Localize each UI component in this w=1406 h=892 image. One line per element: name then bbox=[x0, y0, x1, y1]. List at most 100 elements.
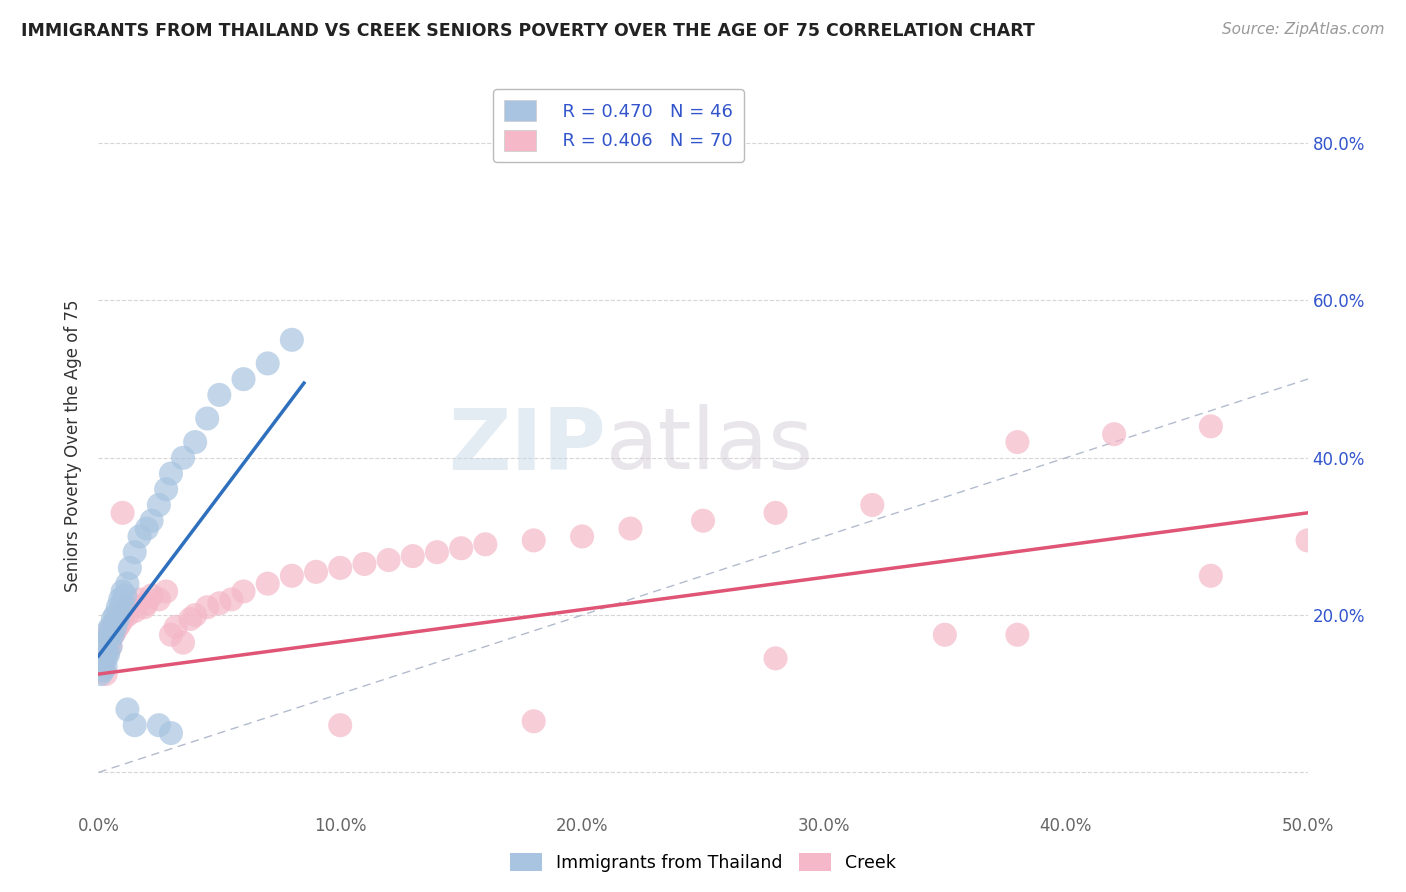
Point bbox=[184, 608, 207, 623]
Text: Source: ZipAtlas.com: Source: ZipAtlas.com bbox=[1222, 22, 1385, 37]
Point bbox=[90, 655, 112, 669]
Point bbox=[100, 628, 122, 642]
Point bbox=[160, 628, 183, 642]
Point bbox=[1007, 435, 1029, 450]
Point bbox=[91, 655, 114, 669]
Point bbox=[232, 372, 254, 386]
Point bbox=[232, 584, 254, 599]
Point bbox=[135, 596, 157, 610]
Legend:   R = 0.470   N = 46,   R = 0.406   N = 70: R = 0.470 N = 46, R = 0.406 N = 70 bbox=[494, 89, 744, 161]
Point bbox=[523, 714, 546, 729]
Point bbox=[91, 659, 114, 673]
Text: IMMIGRANTS FROM THAILAND VS CREEK SENIORS POVERTY OVER THE AGE OF 75 CORRELATION: IMMIGRANTS FROM THAILAND VS CREEK SENIOR… bbox=[21, 22, 1035, 40]
Point bbox=[765, 506, 787, 520]
Point bbox=[117, 702, 139, 716]
Point bbox=[97, 624, 120, 638]
Point bbox=[111, 596, 134, 610]
Point bbox=[108, 604, 131, 618]
Point bbox=[108, 615, 131, 630]
Point bbox=[101, 620, 124, 634]
Point bbox=[619, 522, 641, 536]
Point bbox=[426, 545, 449, 559]
Point bbox=[281, 568, 304, 582]
Point bbox=[104, 608, 127, 623]
Point bbox=[141, 514, 163, 528]
Point bbox=[353, 557, 375, 571]
Point bbox=[91, 663, 114, 677]
Point bbox=[765, 651, 787, 665]
Point bbox=[305, 565, 328, 579]
Point bbox=[97, 628, 120, 642]
Point bbox=[90, 651, 112, 665]
Point bbox=[91, 643, 114, 657]
Point bbox=[118, 596, 141, 610]
Point bbox=[107, 612, 129, 626]
Point bbox=[124, 545, 146, 559]
Point bbox=[1296, 533, 1319, 548]
Point bbox=[155, 584, 177, 599]
Point bbox=[184, 435, 207, 450]
Point bbox=[97, 648, 120, 662]
Y-axis label: Seniors Poverty Over the Age of 75: Seniors Poverty Over the Age of 75 bbox=[65, 300, 83, 592]
Text: ZIP: ZIP bbox=[449, 404, 606, 488]
Point bbox=[172, 635, 194, 649]
Point bbox=[124, 604, 146, 618]
Point bbox=[329, 718, 352, 732]
Point bbox=[256, 576, 278, 591]
Point bbox=[108, 592, 131, 607]
Point bbox=[160, 726, 183, 740]
Point bbox=[128, 592, 150, 607]
Point bbox=[111, 506, 134, 520]
Point bbox=[118, 561, 141, 575]
Point bbox=[148, 498, 170, 512]
Point bbox=[256, 356, 278, 370]
Point bbox=[281, 333, 304, 347]
Point bbox=[571, 529, 593, 543]
Point bbox=[94, 640, 117, 654]
Point bbox=[111, 584, 134, 599]
Point bbox=[1199, 419, 1222, 434]
Legend: Immigrants from Thailand, Creek: Immigrants from Thailand, Creek bbox=[503, 847, 903, 879]
Point bbox=[377, 553, 399, 567]
Point bbox=[402, 549, 425, 563]
Point bbox=[107, 620, 129, 634]
Point bbox=[94, 643, 117, 657]
Point bbox=[1007, 628, 1029, 642]
Point bbox=[155, 482, 177, 496]
Point bbox=[90, 663, 112, 677]
Point bbox=[208, 388, 231, 402]
Point bbox=[692, 514, 714, 528]
Point bbox=[97, 632, 120, 646]
Point bbox=[148, 592, 170, 607]
Point bbox=[114, 589, 136, 603]
Point bbox=[94, 648, 117, 662]
Point bbox=[1199, 568, 1222, 582]
Point bbox=[117, 608, 139, 623]
Point bbox=[135, 522, 157, 536]
Point bbox=[100, 624, 122, 638]
Point bbox=[195, 600, 218, 615]
Point bbox=[134, 600, 156, 615]
Point bbox=[90, 667, 112, 681]
Point bbox=[474, 537, 496, 551]
Point bbox=[124, 718, 146, 732]
Point bbox=[107, 600, 129, 615]
Point bbox=[94, 635, 117, 649]
Point bbox=[97, 635, 120, 649]
Point bbox=[141, 589, 163, 603]
Point bbox=[329, 561, 352, 575]
Point bbox=[165, 620, 187, 634]
Point bbox=[101, 612, 124, 626]
Point bbox=[100, 640, 122, 654]
Point bbox=[1102, 427, 1125, 442]
Point bbox=[195, 411, 218, 425]
Point bbox=[108, 608, 131, 623]
Text: atlas: atlas bbox=[606, 404, 814, 488]
Point bbox=[101, 628, 124, 642]
Point bbox=[97, 643, 120, 657]
Point bbox=[934, 628, 956, 642]
Point bbox=[117, 576, 139, 591]
Point bbox=[860, 498, 883, 512]
Point bbox=[100, 620, 122, 634]
Point bbox=[101, 628, 124, 642]
